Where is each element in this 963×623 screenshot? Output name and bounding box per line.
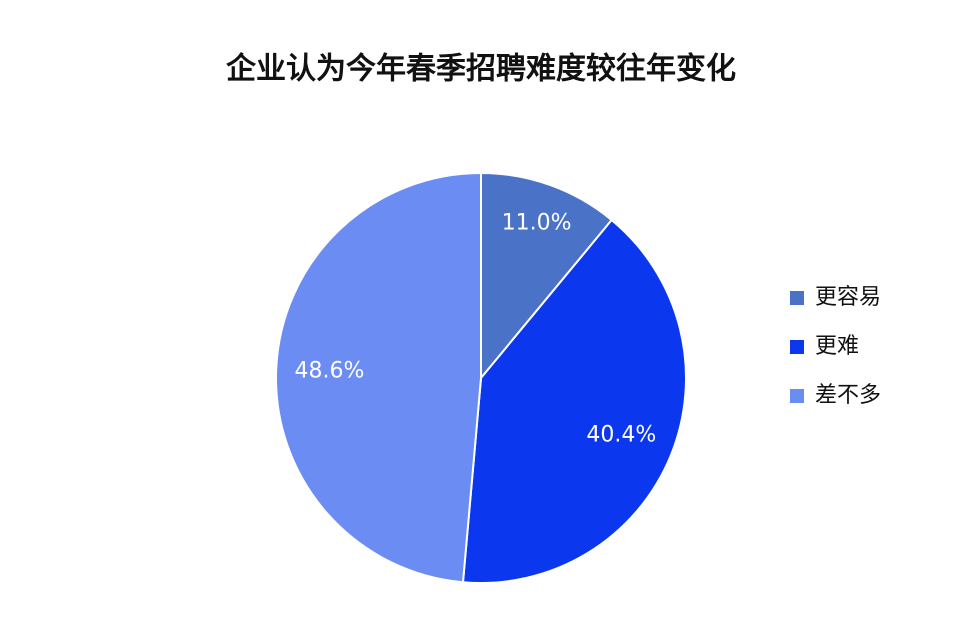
legend-label: 更容易	[815, 285, 881, 310]
chart-title: 企业认为今年春季招聘难度较往年变化	[226, 52, 736, 87]
data-label: 40.4%	[586, 423, 656, 448]
data-label: 48.6%	[295, 358, 365, 383]
legend-swatch	[790, 389, 804, 403]
legend-swatch	[790, 291, 804, 305]
legend-swatch	[790, 340, 804, 354]
pie-slice	[461, 218, 687, 584]
pie-slice	[480, 171, 614, 381]
legend-label: 更难	[815, 334, 859, 359]
legend-label: 差不多	[815, 383, 881, 408]
pie-slice	[275, 171, 482, 584]
data-label: 11.0%	[502, 211, 572, 236]
